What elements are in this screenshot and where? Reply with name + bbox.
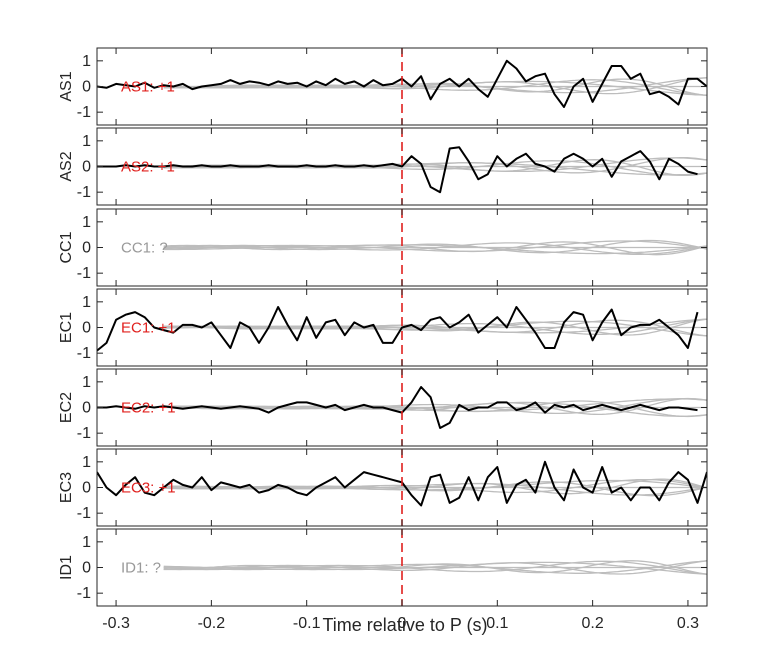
y-tick-label: 0	[82, 480, 91, 497]
y-tick-label: 1	[82, 133, 91, 150]
station-label: ID1	[58, 555, 75, 580]
y-tick-label: 1	[82, 374, 91, 391]
station-label: EC2	[58, 392, 75, 423]
y-tick-label: -1	[77, 505, 91, 522]
station-label: EC1	[58, 312, 75, 343]
x-tick-label: 0.3	[677, 615, 699, 632]
y-tick-label: -1	[77, 104, 91, 121]
y-tick-label: 1	[82, 214, 91, 231]
gray-trace	[163, 478, 707, 495]
y-tick-label: 0	[82, 560, 91, 577]
y-tick-label: -1	[77, 585, 91, 602]
x-tick-label: -0.3	[102, 615, 130, 632]
waveform-trace-ec1	[97, 306, 699, 352]
x-tick-label: -0.1	[293, 615, 321, 632]
gray-trace	[163, 560, 707, 575]
panel-plot-area	[163, 239, 707, 256]
x-tick-label: 0.1	[486, 615, 508, 632]
panel-plot-area	[97, 146, 707, 194]
waveform-trace-ec2	[97, 386, 698, 429]
polarity-label: AS2: +1	[121, 159, 175, 176]
y-tick-label: 0	[82, 159, 91, 176]
polarity-label: EC2: +1	[121, 400, 176, 417]
gray-trace	[163, 78, 707, 96]
gray-trace	[163, 560, 707, 575]
station-label: CC1	[58, 231, 75, 263]
gray-trace	[163, 318, 707, 336]
y-tick-label: -1	[77, 184, 91, 201]
y-tick-label: -1	[77, 265, 91, 282]
y-tick-label: -1	[77, 345, 91, 362]
y-tick-label: 0	[82, 400, 91, 417]
station-label: AS2	[58, 151, 75, 181]
y-tick-label: 0	[82, 320, 91, 337]
polarity-label: CC1: ?	[121, 240, 168, 257]
x-tick-label: 0	[398, 615, 407, 632]
waveform-trace-as2	[97, 146, 698, 194]
x-tick-label: -0.2	[198, 615, 226, 632]
station-label: EC3	[58, 472, 75, 503]
polarity-label: EC3: +1	[121, 480, 176, 497]
panel-plot-area	[97, 306, 707, 352]
y-tick-label: 1	[82, 454, 91, 471]
x-axis-label: Time relative to P (s)	[322, 615, 487, 635]
gray-trace	[163, 77, 707, 94]
gray-trace	[163, 162, 707, 176]
x-tick-label: 0.2	[582, 615, 604, 632]
polarity-label: ID1: ?	[121, 560, 161, 577]
y-tick-label: 1	[82, 534, 91, 551]
polarity-label: EC1: +1	[121, 320, 176, 337]
y-tick-label: 0	[82, 240, 91, 257]
panel-plot-area	[163, 560, 707, 575]
station-label: AS1	[58, 71, 75, 101]
y-tick-label: 1	[82, 294, 91, 311]
y-tick-label: 1	[82, 53, 91, 70]
panel-plot-area	[97, 386, 707, 429]
y-tick-label: -1	[77, 425, 91, 442]
y-tick-label: 0	[82, 79, 91, 96]
gray-trace	[163, 241, 707, 256]
polarity-label: AS1: +1	[121, 79, 175, 96]
